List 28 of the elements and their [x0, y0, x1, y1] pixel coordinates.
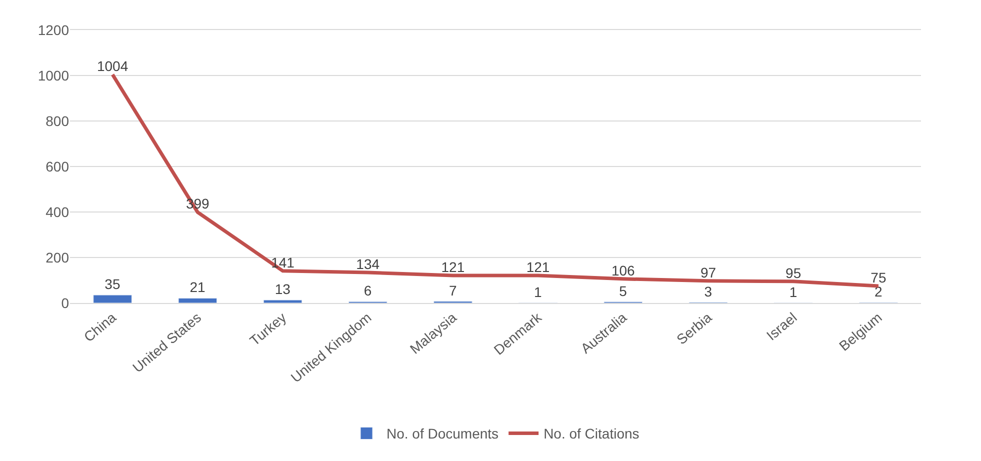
data-label: 141: [271, 254, 295, 270]
data-label: 75: [870, 269, 886, 286]
data-label: 97: [700, 264, 716, 280]
data-label: 95: [786, 264, 802, 281]
data-label: 7: [448, 282, 457, 298]
y-tick-label: 600: [46, 158, 70, 174]
y-tick-label: 0: [61, 294, 70, 311]
data-label: 6: [364, 282, 372, 299]
data-label: 1: [534, 284, 542, 300]
data-label: 134: [356, 256, 380, 272]
legend-label: No. of Documents: [386, 426, 499, 442]
data-label: 21: [190, 279, 206, 296]
data-label: 121: [441, 258, 465, 275]
legend-label: No. of Citations: [544, 426, 640, 442]
y-tick-label: 800: [46, 112, 70, 129]
data-label: 1004: [96, 58, 128, 74]
y-tick-label: 400: [46, 204, 70, 220]
y-tick-label: 200: [46, 249, 70, 266]
data-label: 35: [104, 276, 120, 292]
y-tick-label: 1200: [38, 22, 70, 38]
data-label: 121: [526, 258, 550, 275]
data-label: 3: [704, 283, 712, 300]
data-label: 106: [611, 262, 636, 278]
y-tick-label: 1000: [38, 67, 70, 84]
data-label: 2: [874, 284, 882, 300]
data-label: 13: [274, 281, 291, 298]
data-label: 5: [619, 282, 628, 299]
data-label: 1: [789, 284, 798, 300]
